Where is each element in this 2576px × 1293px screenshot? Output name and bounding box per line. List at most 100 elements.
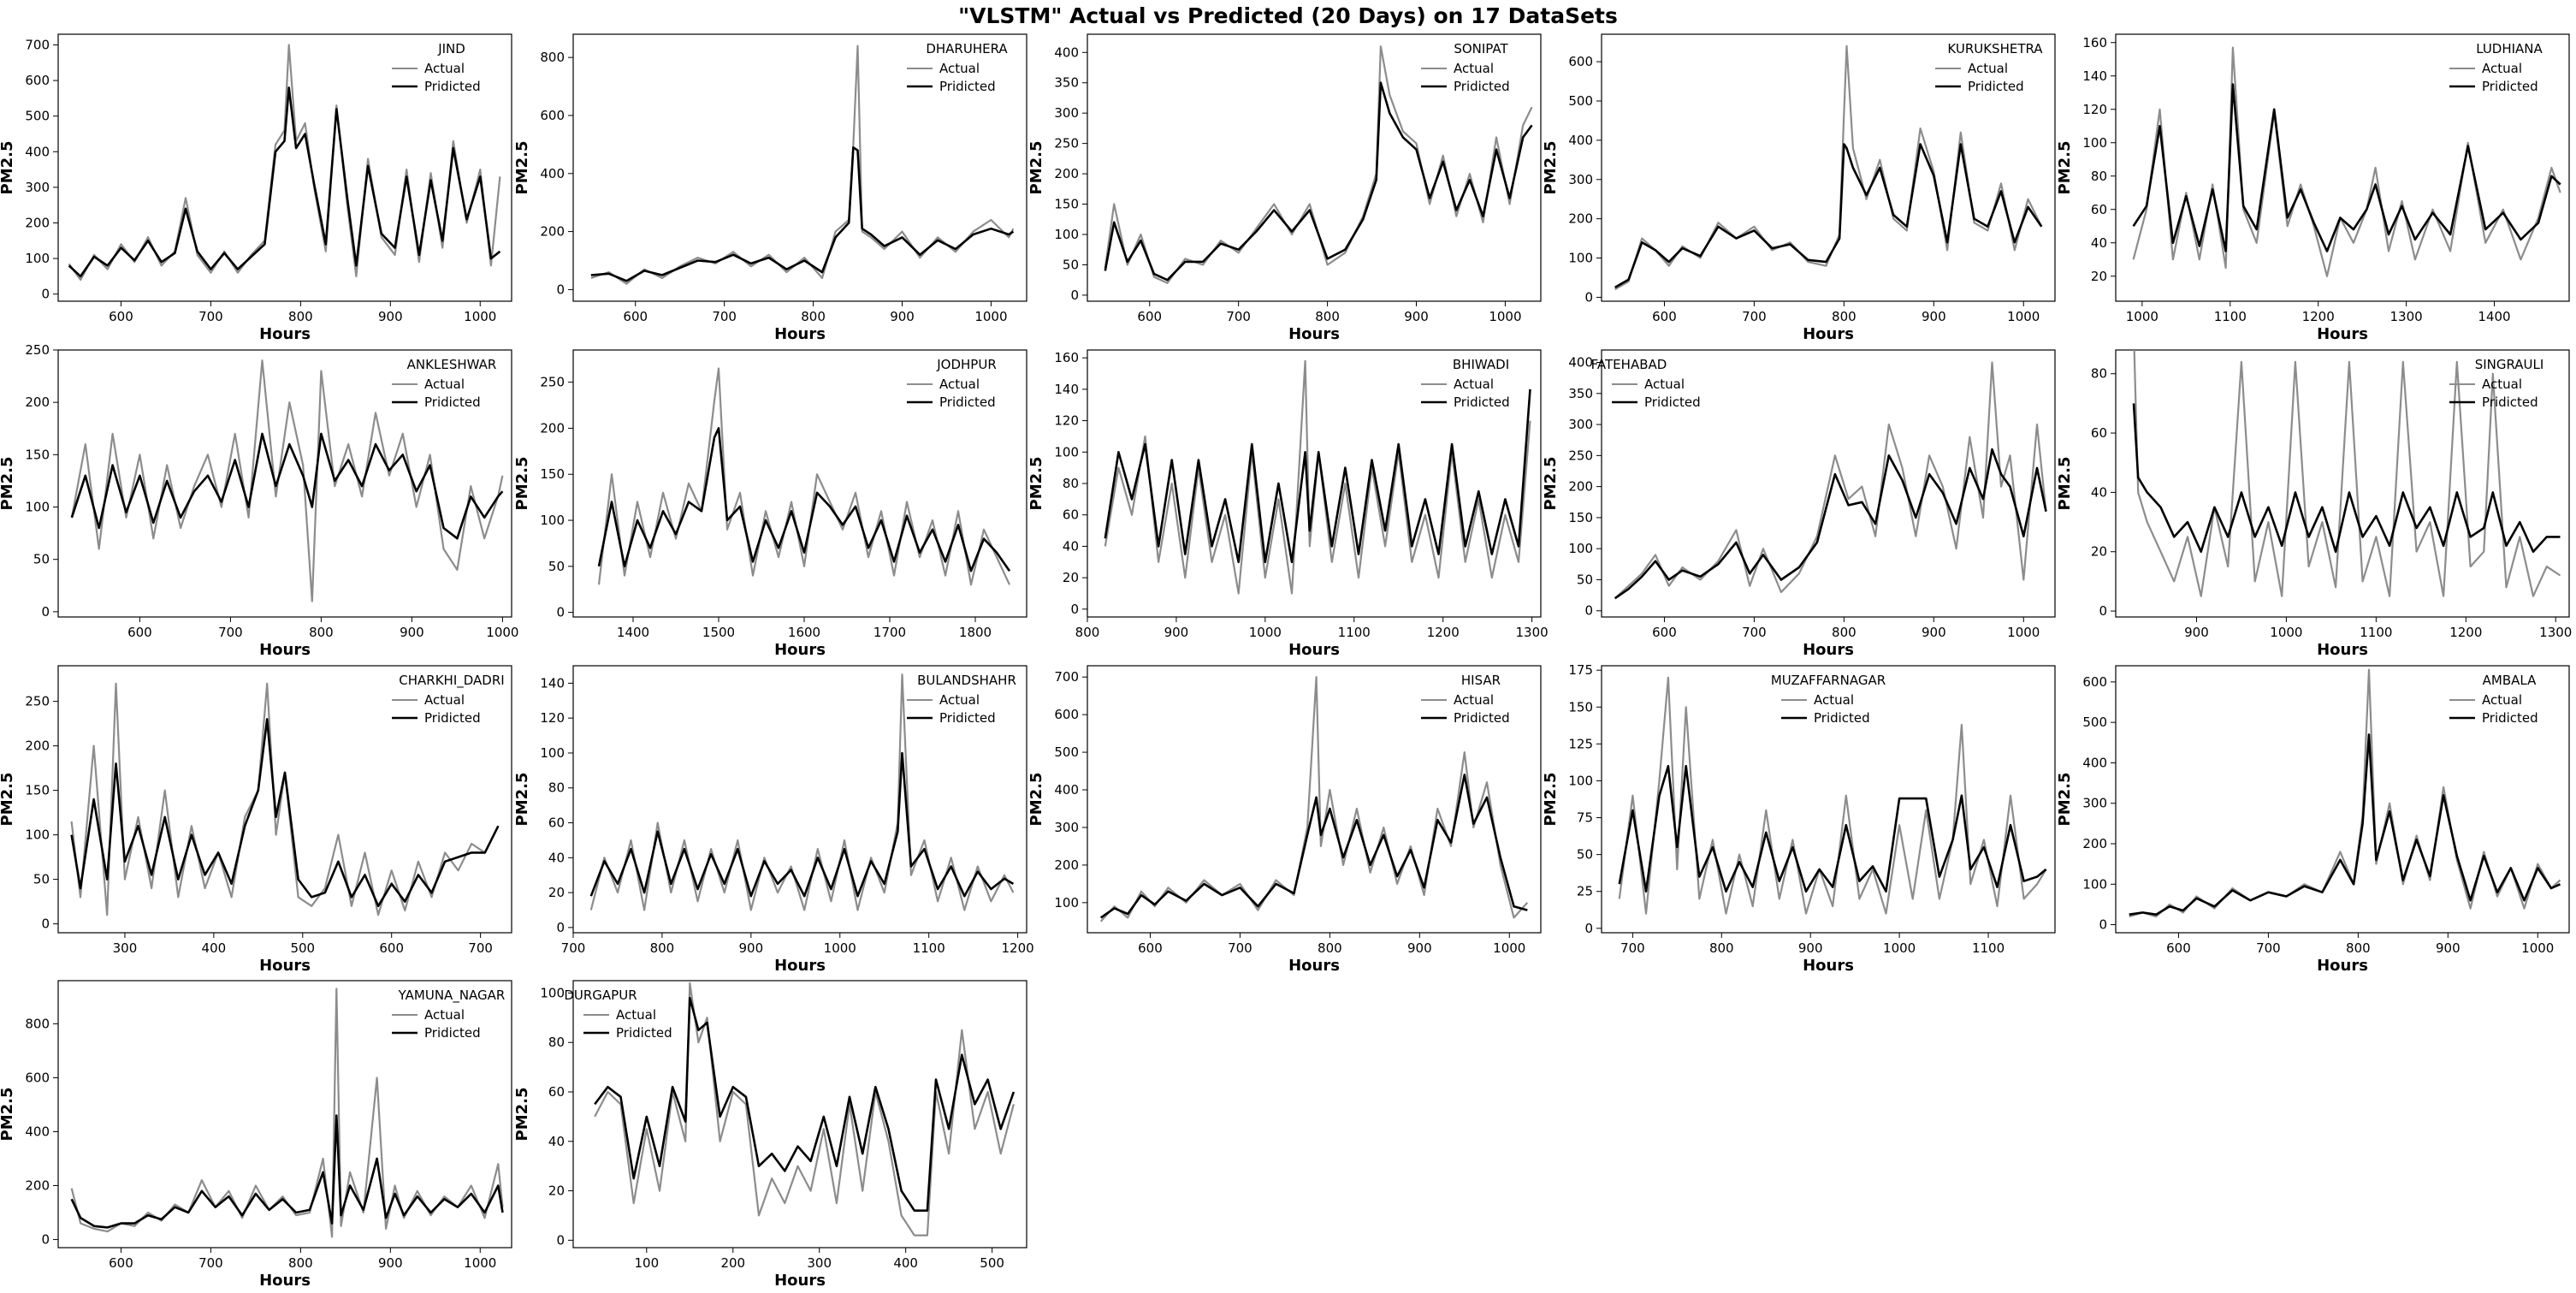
legend-title: DHARUHERA: [926, 41, 1008, 56]
y-axis-label: PM2.5: [2056, 457, 2074, 511]
y-tick-label: 300: [1054, 820, 1079, 835]
y-tick-label: 100: [25, 251, 50, 266]
legend-title: BHIWADI: [1453, 357, 1509, 372]
y-tick-label: 100: [25, 500, 50, 515]
x-tick-label: 1100: [913, 940, 945, 956]
y-tick-label: 40: [548, 1134, 565, 1149]
x-tick-label: 800: [309, 625, 334, 640]
x-tick-label: 800: [1832, 625, 1856, 640]
y-tick-label: 0: [556, 1232, 565, 1248]
axes-frame: [572, 349, 1027, 618]
x-tick-label: 900: [2436, 940, 2461, 956]
legend-title: BULANDSHAHR: [917, 673, 1016, 688]
legend: FATEHABAD Actual Pridicted: [1591, 357, 1701, 410]
x-axis-label: Hours: [774, 325, 826, 343]
x-axis-label: Hours: [2317, 957, 2368, 975]
y-tick-label: 400: [25, 1124, 50, 1139]
subplot-ankleshwar: 600 700 800 900 1000 0 50 100 150 200 250 Hours PM2.…: [0, 342, 518, 659]
series-predicted-line: [1104, 81, 1533, 282]
legend: JODHPUR Actual Pridicted: [907, 357, 997, 410]
y-tick-label: 0: [1584, 921, 1593, 936]
y-tick-label: 0: [556, 920, 565, 935]
x-tick-label: 1700: [873, 625, 906, 640]
y-tick-label: 120: [2082, 102, 2107, 117]
y-tick-label: 150: [25, 783, 50, 798]
x-tick-label: 600: [1652, 625, 1677, 640]
legend: DURGAPUR Actual Pridicted: [564, 988, 672, 1041]
series-predicted-line: [70, 718, 500, 908]
legend-predicted-label: Pridicted: [1814, 710, 1870, 726]
y-tick-label: 200: [1568, 211, 1593, 227]
legend: DHARUHERA Actual Pridicted: [907, 41, 1008, 94]
legend-title: FATEHABAD: [1591, 357, 1667, 372]
y-tick-label: 200: [25, 738, 50, 754]
y-tick-label: 120: [540, 710, 565, 726]
y-tick-label: 800: [25, 1016, 50, 1031]
y-tick-label: 800: [540, 50, 565, 65]
x-axis-label: Hours: [1288, 641, 1340, 659]
x-axis-label: Hours: [259, 957, 311, 975]
y-tick-label: 100: [1054, 227, 1079, 242]
y-tick-label: 120: [1054, 413, 1079, 429]
y-tick-label: 100: [2082, 135, 2107, 151]
x-axis-label: Hours: [774, 1272, 826, 1290]
x-tick-label: 1300: [2539, 625, 2572, 640]
legend-title: SINGRAULI: [2475, 357, 2544, 372]
subplot-muzaffarnagar: 700 800 900 1000 1100 0 25 50 75 100 125 150 175 Hour…: [1542, 662, 2056, 975]
series-predicted-line: [1614, 143, 2043, 289]
y-tick-label: 100: [1054, 444, 1079, 460]
legend-actual-label: Actual: [424, 692, 465, 708]
y-tick-label: 140: [1054, 382, 1079, 397]
legend: CHARKHI_DADRI Actual Pridicted: [392, 673, 505, 726]
axes-frame: [57, 349, 512, 618]
y-axis-label: PM2.5: [513, 141, 531, 195]
y-axis-label: PM2.5: [1542, 457, 1560, 511]
axes-frame: [572, 33, 1027, 302]
subplot-ambala: 600 700 800 900 1000 0 100 200 300 400 500 600 Hours…: [2056, 665, 2570, 975]
y-tick-label: 250: [1054, 136, 1079, 151]
y-tick-label: 400: [540, 166, 565, 181]
legend-predicted-label: Pridicted: [2482, 394, 2538, 410]
subplot-charkhi-dadri: 300 400 500 600 700 0 50 100 150 200 250 Hours PM2.5…: [0, 665, 512, 975]
y-tick-label: 50: [33, 552, 50, 567]
legend-title: CHARKHI_DADRI: [399, 673, 504, 689]
x-tick-label: 1200: [1002, 940, 1034, 956]
axes-frame: [1601, 349, 2056, 618]
y-tick-label: 250: [25, 694, 50, 709]
y-tick-label: 150: [25, 447, 50, 462]
y-tick-label: 700: [25, 37, 50, 52]
y-tick-label: 175: [1568, 662, 1593, 678]
legend-predicted-label: Pridicted: [1968, 79, 2024, 94]
y-tick-label: 80: [2091, 169, 2107, 184]
x-tick-label: 700: [218, 625, 243, 640]
y-tick-label: 600: [2082, 674, 2107, 690]
legend: MUZAFFARNAGAR Actual Pridicted: [1771, 673, 1886, 726]
legend-predicted-label: Pridicted: [616, 1025, 672, 1041]
legend: LUDHIANA Actual Pridicted: [2449, 41, 2543, 94]
x-tick-label: 800: [288, 309, 313, 324]
legend-actual-label: Actual: [1454, 61, 1494, 76]
legend-title: HISAR: [1461, 673, 1501, 688]
legend-actual-label: Actual: [1968, 61, 2008, 76]
x-tick-label: 900: [1164, 625, 1189, 640]
x-tick-label: 400: [893, 1255, 918, 1271]
y-tick-label: 100: [25, 827, 50, 843]
subplot-ludhiana: 1000 1100 1200 1300 1400 20 40 60 80 100 120 140 160…: [2056, 33, 2570, 343]
axes-frame: [572, 665, 1027, 934]
legend: SINGRAULI Actual Pridicted: [2449, 357, 2543, 410]
y-tick-label: 0: [41, 1232, 50, 1248]
x-tick-label: 300: [807, 1255, 832, 1271]
x-axis-label: Hours: [1288, 325, 1340, 343]
axes-frame: [57, 665, 512, 934]
y-tick-label: 200: [25, 394, 50, 410]
x-tick-label: 1100: [1972, 940, 2005, 956]
legend-predicted-label: Pridicted: [939, 79, 996, 94]
x-tick-label: 700: [1620, 940, 1645, 956]
y-tick-label: 80: [548, 780, 565, 796]
series-predicted-line: [589, 751, 1015, 898]
y-tick-label: 100: [540, 513, 565, 528]
x-tick-label: 800: [1075, 625, 1100, 640]
axes-frame: [2115, 33, 2570, 302]
y-tick-label: 400: [1568, 355, 1593, 371]
series-predicted-line: [2129, 733, 2561, 916]
